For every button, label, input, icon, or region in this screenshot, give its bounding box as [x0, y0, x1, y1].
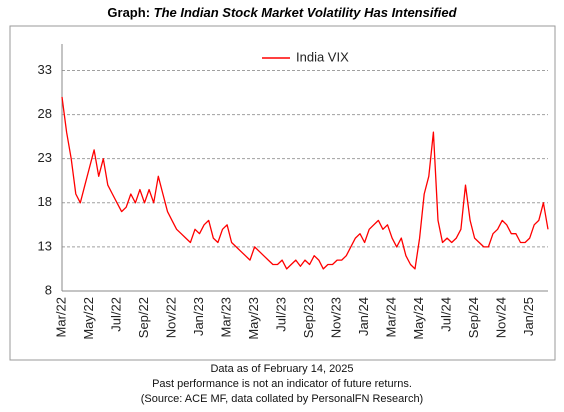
y-tick-label: 13: [38, 238, 52, 253]
x-tick-label: Nov/22: [163, 297, 178, 338]
x-tick-label: Nov/24: [494, 297, 509, 338]
x-tick-label: Nov/23: [329, 297, 344, 338]
x-tick-label: Mar/22: [53, 297, 68, 337]
x-tick-label: Sep/22: [136, 297, 151, 338]
y-tick-label: 28: [38, 106, 52, 121]
data-line: [61, 96, 549, 270]
x-tick-label: Sep/23: [301, 297, 316, 338]
note: (Source: ACE MF, data collated by Person…: [141, 393, 423, 405]
note: Data as of February 14, 2025: [210, 363, 353, 375]
x-tick-label: Jul/24: [439, 297, 454, 332]
x-tick-label: Jul/23: [274, 297, 289, 332]
x-tick-label: Jan/23: [191, 297, 206, 336]
y-tick-label: 8: [45, 282, 52, 297]
y-tick-label: 33: [38, 62, 52, 77]
y-tick-label: 23: [38, 150, 52, 165]
x-tick-label: Jan/24: [356, 297, 371, 336]
title-text: The Indian Stock Market Volatility Has I…: [154, 5, 458, 20]
y-tick-label: 18: [38, 194, 52, 209]
title-prefix: Graph:: [107, 5, 150, 20]
x-tick-label: May/24: [411, 297, 426, 340]
x-tick-label: Mar/23: [218, 297, 233, 337]
chart-title: Graph: The Indian Stock Market Volatilit…: [107, 5, 457, 20]
x-tick-label: Jul/22: [108, 297, 123, 332]
note: Past performance is not an indicator of …: [152, 378, 412, 390]
legend-label: India VIX: [296, 49, 349, 64]
x-tick-label: May/22: [81, 297, 96, 340]
x-tick-label: Sep/24: [466, 297, 481, 338]
x-tick-label: Mar/24: [384, 297, 399, 337]
x-tick-label: May/23: [246, 297, 261, 340]
x-tick-label: Jan/25: [521, 297, 536, 336]
